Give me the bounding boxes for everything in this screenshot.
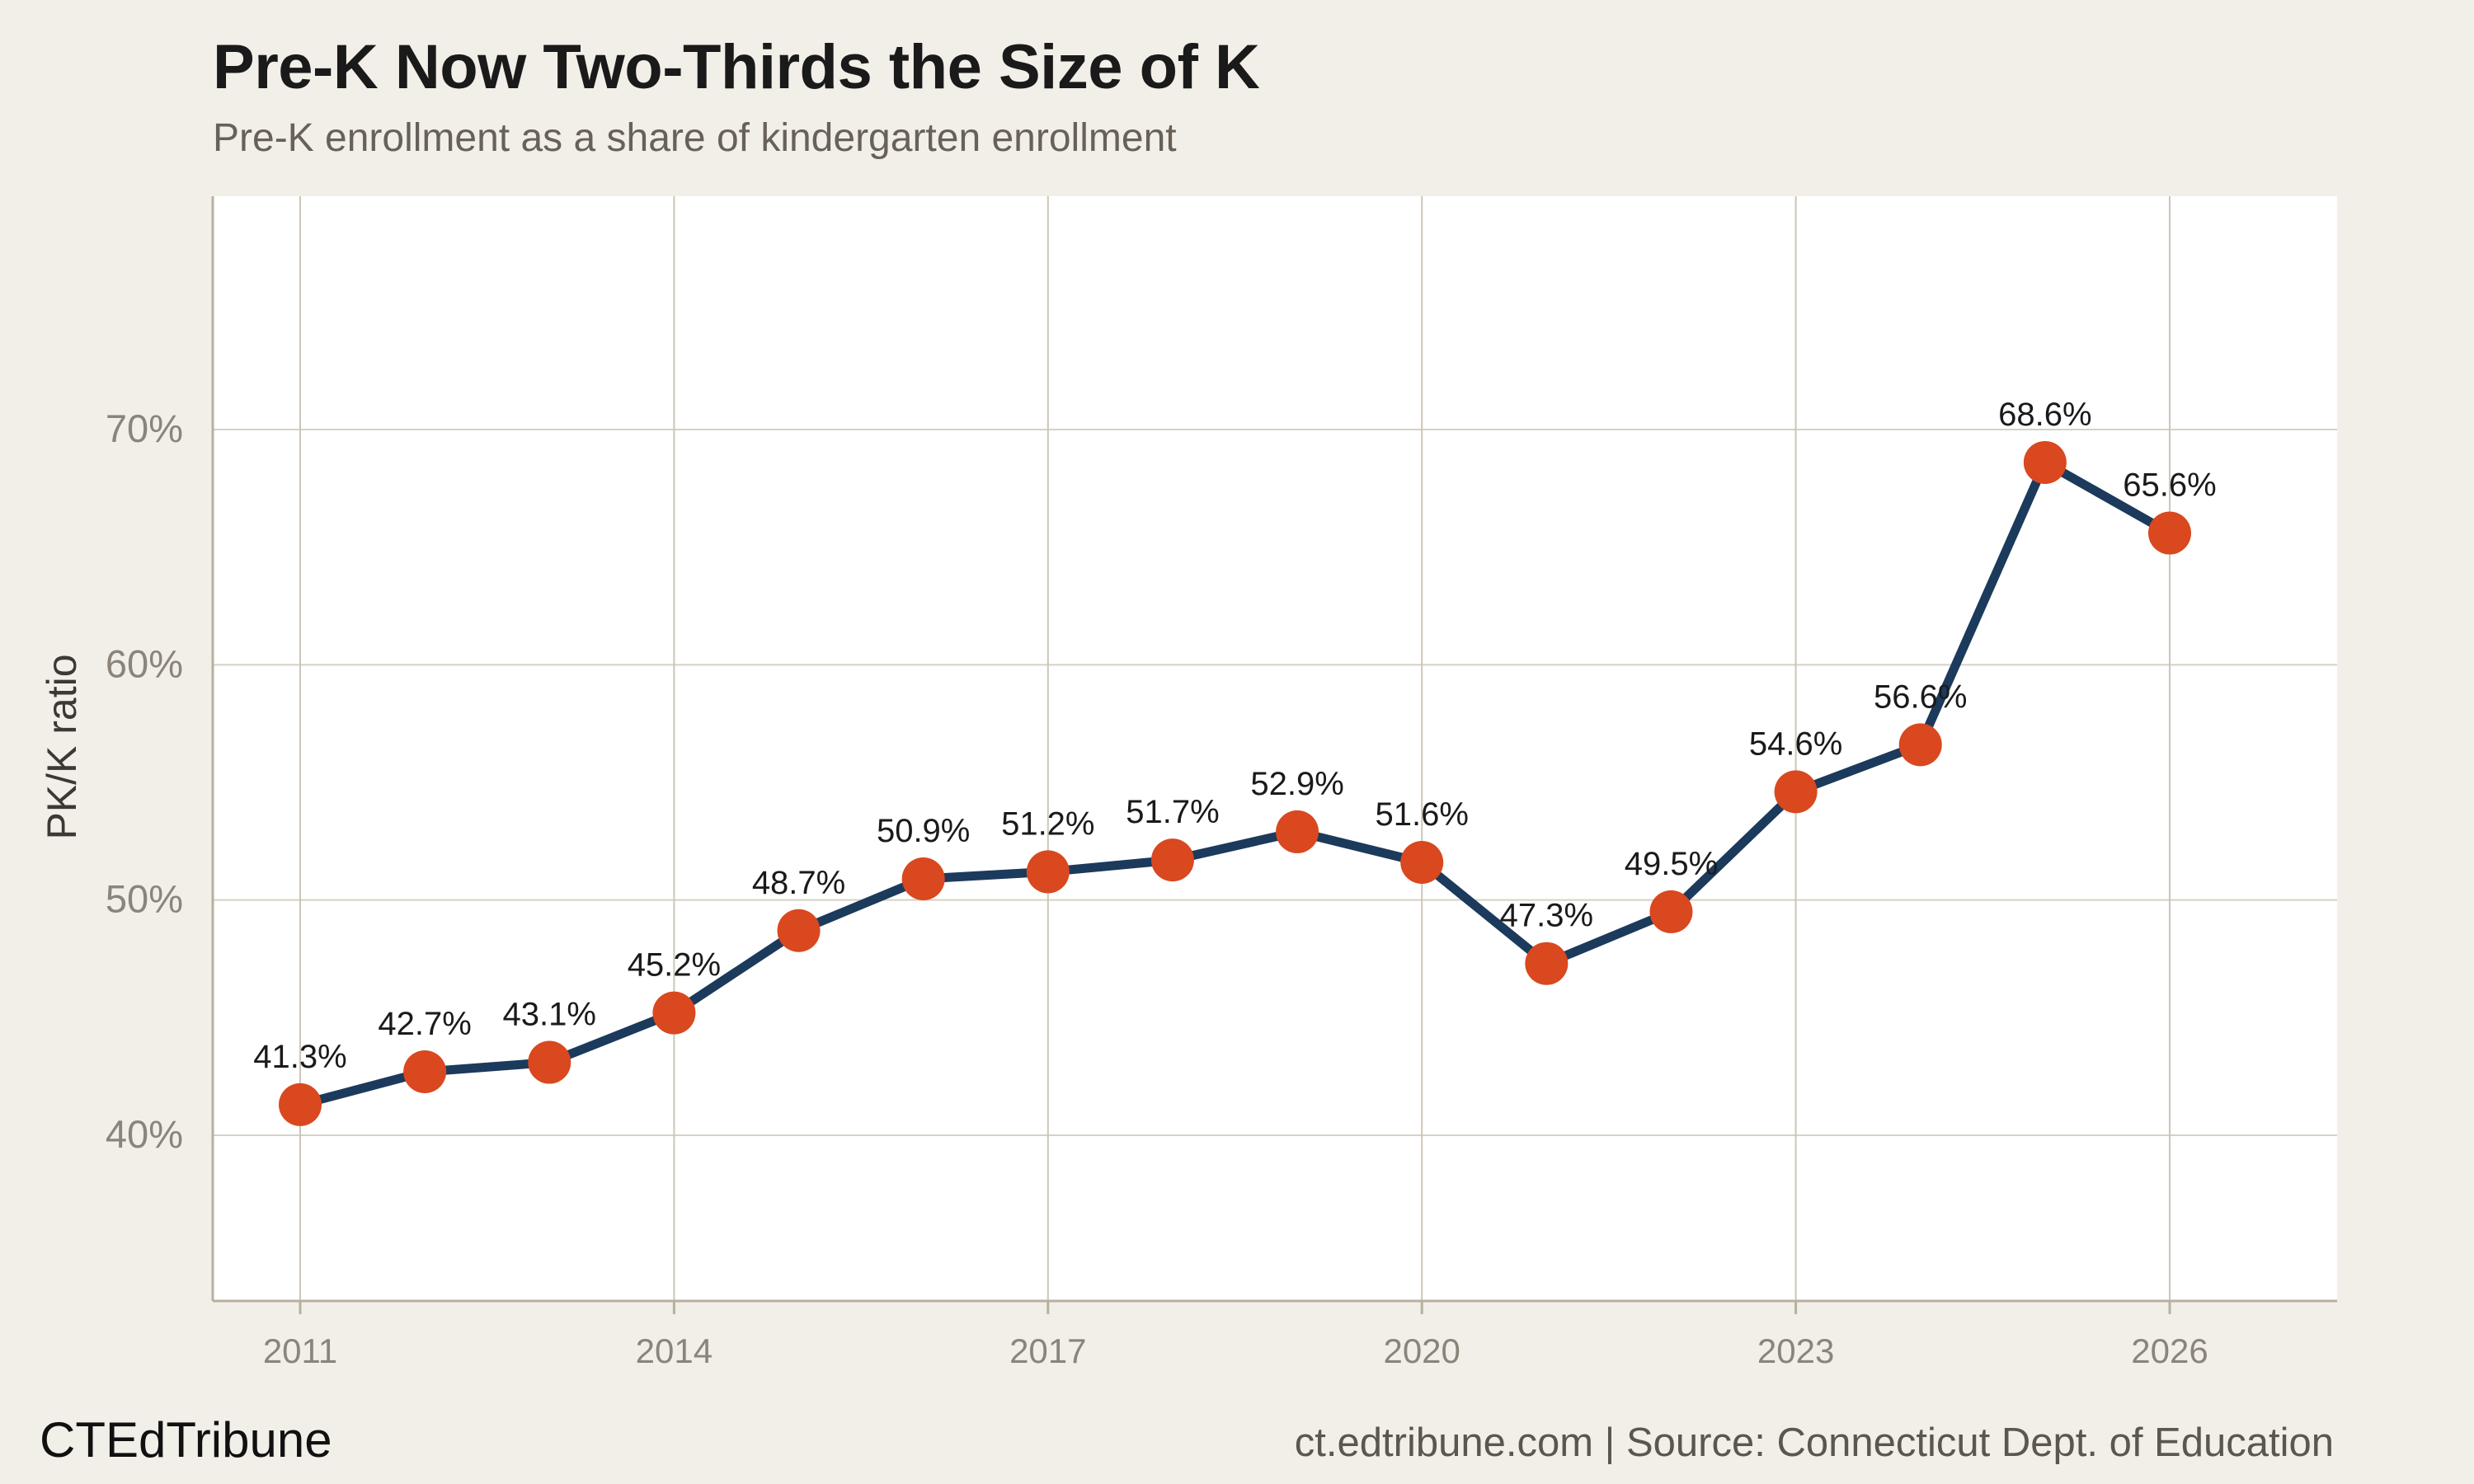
svg-text:43.1%: 43.1%	[503, 997, 596, 1033]
svg-text:47.3%: 47.3%	[1500, 898, 1593, 934]
svg-text:42.7%: 42.7%	[378, 1006, 471, 1042]
svg-text:52.9%: 52.9%	[1250, 766, 1343, 802]
svg-text:2020: 2020	[1383, 1331, 1460, 1370]
svg-text:40%: 40%	[106, 1112, 183, 1156]
svg-text:49.5%: 49.5%	[1625, 846, 1718, 882]
svg-text:50%: 50%	[106, 877, 183, 921]
svg-text:2017: 2017	[1009, 1331, 1086, 1370]
svg-text:48.7%: 48.7%	[752, 865, 845, 901]
svg-text:2011: 2011	[263, 1331, 337, 1370]
svg-text:51.6%: 51.6%	[1375, 796, 1468, 833]
svg-text:50.9%: 50.9%	[877, 813, 970, 849]
svg-text:2026: 2026	[2131, 1331, 2208, 1370]
svg-text:70%: 70%	[106, 406, 183, 450]
svg-text:68.6%: 68.6%	[1998, 397, 2091, 433]
svg-text:PK/K ratio: PK/K ratio	[39, 654, 85, 839]
svg-text:60%: 60%	[106, 641, 183, 685]
svg-text:2023: 2023	[1757, 1331, 1834, 1370]
svg-text:51.2%: 51.2%	[1001, 805, 1094, 842]
svg-text:2014: 2014	[636, 1331, 713, 1370]
svg-text:65.6%: 65.6%	[2123, 467, 2216, 504]
svg-text:41.3%: 41.3%	[253, 1039, 346, 1075]
svg-text:51.7%: 51.7%	[1126, 794, 1219, 830]
svg-text:56.6%: 56.6%	[1874, 679, 1967, 715]
svg-text:45.2%: 45.2%	[628, 947, 721, 984]
svg-text:54.6%: 54.6%	[1749, 726, 1842, 762]
